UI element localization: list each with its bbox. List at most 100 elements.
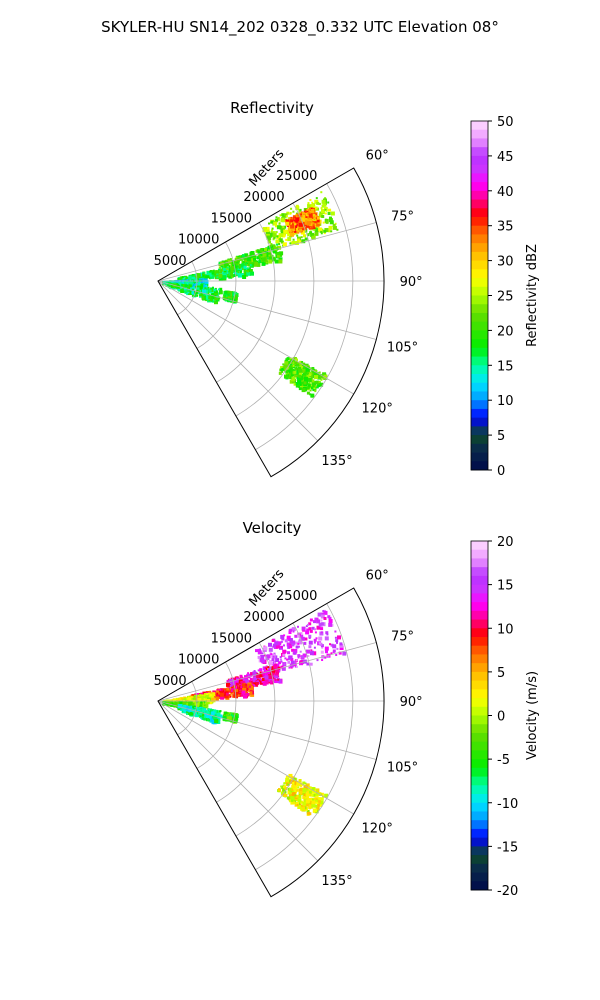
echo-pixel [268, 674, 273, 679]
echo-pixel [290, 798, 294, 802]
echo-pixel [237, 271, 240, 274]
echo-pixel [297, 376, 300, 380]
echo-pixel [309, 662, 313, 666]
echo-pixel [218, 268, 221, 271]
echo-pixel [297, 798, 302, 803]
angular-gridline [157, 280, 377, 340]
echo-pixel [233, 265, 238, 270]
echo-pixel [290, 795, 295, 800]
echo-pixel [262, 681, 267, 686]
colorbar-segment [471, 417, 488, 427]
echo-pixel [315, 789, 318, 792]
echo-pixel [293, 228, 298, 233]
echo-pixel [278, 661, 282, 665]
echo-pixel [313, 372, 317, 376]
echo-pixel [243, 694, 247, 699]
echo-pixel [241, 260, 245, 264]
echo-pixel [304, 782, 307, 785]
colorbar-segment [471, 811, 488, 821]
echo-pixel [282, 653, 286, 657]
echo-pixel [250, 683, 254, 687]
echo-pixel [303, 785, 308, 790]
echo-pixel [203, 704, 206, 707]
echo-pixel [177, 277, 181, 281]
echo-pixel [324, 228, 329, 232]
echo-pixel [319, 374, 324, 379]
echo-pixel [213, 288, 216, 292]
echo-pixel [325, 209, 328, 212]
echo-pixel [208, 716, 211, 719]
colorbar-segment [471, 225, 488, 235]
echo-pixel [167, 280, 170, 284]
echo-pixel [304, 637, 308, 641]
echo-pixel [305, 783, 310, 788]
echo-pixel [265, 665, 268, 668]
echo-pixel [238, 684, 241, 687]
echo-pixel [285, 221, 290, 226]
echo-pixel [198, 281, 202, 285]
echo-pixel [306, 795, 310, 799]
echo-pixel [252, 671, 257, 676]
echo-pixel [309, 393, 312, 396]
echo-pixel [290, 367, 293, 370]
echo-pixel [233, 271, 237, 275]
echo-pixel [261, 261, 266, 266]
colorbar-segment [471, 541, 488, 551]
echo-pixel [188, 284, 192, 288]
echo-pixel [297, 786, 300, 789]
echo-pixel [295, 794, 299, 798]
echo-pixel [263, 654, 266, 657]
echo-pixel [265, 668, 268, 670]
echo-pixel [334, 636, 337, 639]
echo-pixel [316, 803, 320, 807]
echo-pixel [265, 261, 268, 264]
echo-pixel [243, 256, 248, 261]
colorbar-segment [471, 715, 488, 725]
echo-pixel [178, 701, 183, 706]
echo-pixel [271, 658, 275, 662]
echo-pixel [305, 625, 308, 628]
echo-pixel [300, 211, 303, 214]
echo-pixel [190, 697, 194, 701]
colorbar-tick-label: 0 [497, 464, 505, 479]
echo-pixel [221, 688, 224, 691]
echo-pixel [312, 223, 315, 226]
echo-pixel [339, 642, 343, 646]
echo-pixel [289, 628, 293, 632]
echo-pixel [316, 374, 320, 378]
echo-pixel [312, 798, 314, 801]
echo-pixel [243, 261, 246, 263]
echo-pixel [246, 271, 251, 276]
echo-pixel [300, 364, 302, 366]
colorbar-segment [471, 584, 488, 594]
echo-pixel [240, 270, 243, 273]
echo-pixel [308, 645, 312, 649]
echo-pixel [318, 371, 321, 374]
echo-pixel [327, 615, 331, 619]
echo-pixel [294, 367, 298, 371]
colorbar-segment [471, 802, 488, 812]
echo-pixel [319, 800, 324, 805]
echo-pixel [273, 665, 278, 669]
echo-pixel [312, 221, 317, 226]
colorbar-segment [471, 776, 488, 786]
echo-pixel [199, 292, 202, 294]
echo-pixel [303, 210, 306, 213]
echo-pixel [302, 653, 307, 658]
echo-pixel [200, 701, 203, 704]
echo-pixel [327, 212, 331, 215]
echo-pixel [268, 259, 273, 264]
echo-pixel [209, 294, 214, 299]
echo-pixel [225, 269, 229, 273]
echo-pixel [280, 229, 284, 232]
echo-pixel [207, 286, 210, 289]
echo-pixel [194, 711, 198, 716]
colorbar-segment [471, 347, 488, 357]
echo-pixel [295, 217, 300, 222]
echo-pixel [183, 281, 187, 285]
colorbar-segment [471, 863, 488, 873]
colorbar-segment [471, 321, 488, 331]
echo-pixel [265, 681, 269, 685]
echo-pixel [307, 790, 310, 794]
echo-pixel [214, 696, 219, 701]
